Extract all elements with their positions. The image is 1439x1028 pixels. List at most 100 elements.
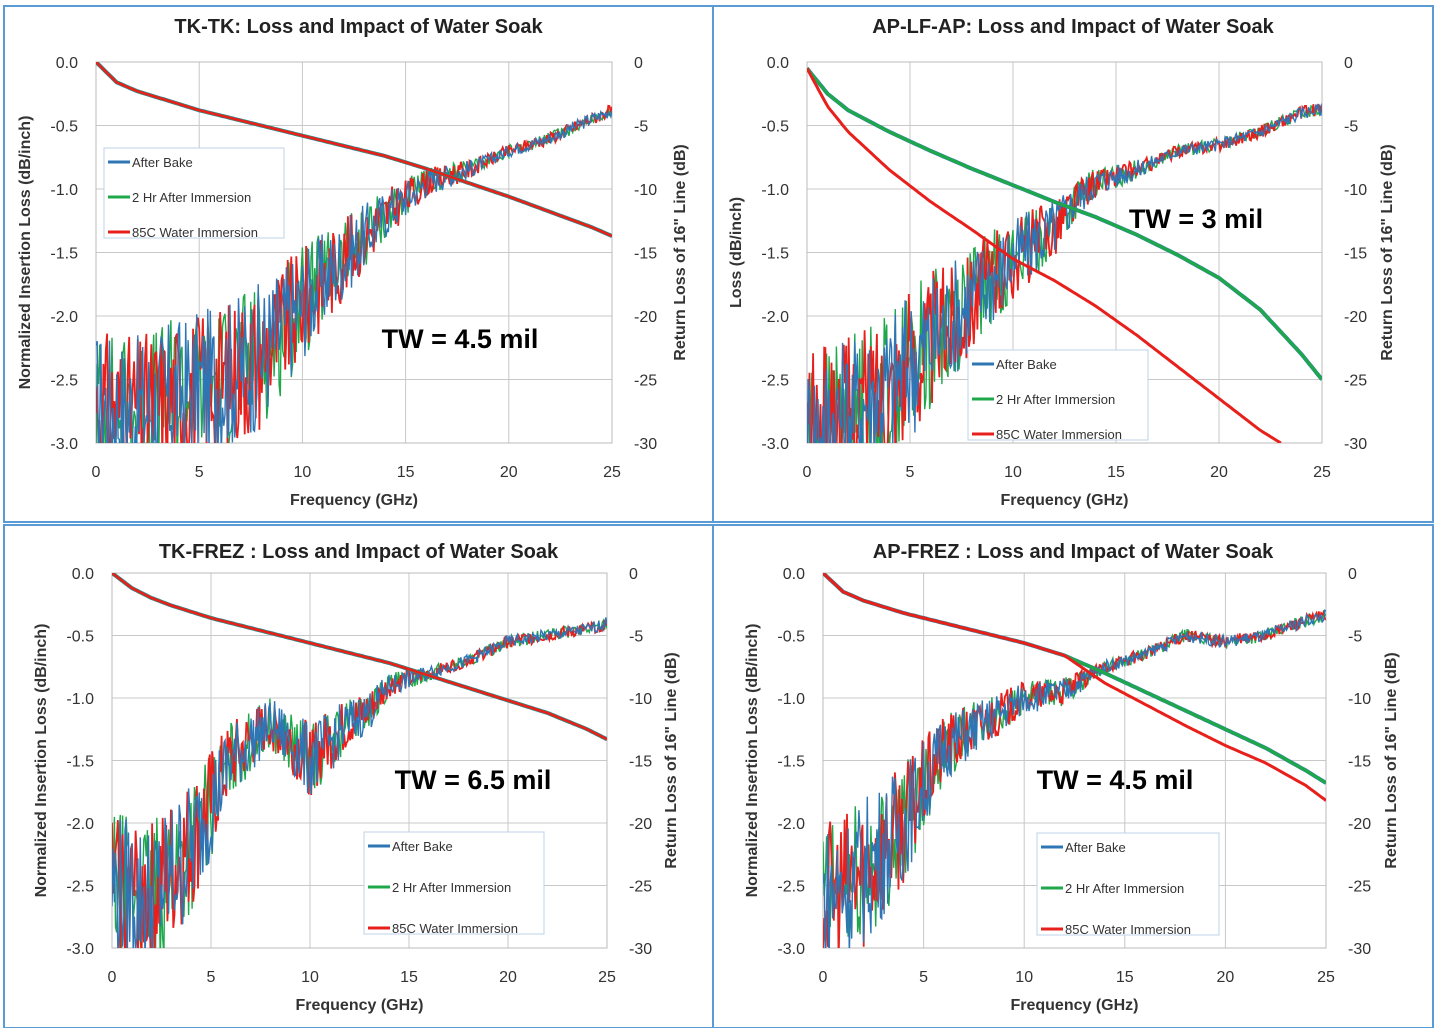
insertion-loss-line xyxy=(96,62,612,238)
legend-entry: After Bake xyxy=(996,357,1057,372)
x-tick-label: 15 xyxy=(397,464,415,481)
plot-area xyxy=(111,572,608,949)
return-loss-line xyxy=(823,609,1326,948)
insertion-loss-line xyxy=(823,573,1326,785)
y2-tick-label: 0 xyxy=(629,566,638,583)
y-tick-label: 0.0 xyxy=(56,55,78,72)
x-tick-label: 10 xyxy=(1015,969,1033,986)
y2-axis-label: Return Loss of 16" Line (dB) xyxy=(663,652,680,868)
y2-tick-label: -20 xyxy=(1348,816,1371,833)
y2-tick-label: -10 xyxy=(634,182,657,199)
x-tick-label: 10 xyxy=(294,464,312,481)
legend-entry: 85C Water Immersion xyxy=(392,921,518,936)
legend-entry: After Bake xyxy=(132,155,193,170)
y-tick-label: -3.0 xyxy=(761,436,789,453)
y-tick-label: -1.5 xyxy=(50,246,78,263)
legend-box xyxy=(363,831,545,935)
y-tick-label: -1.0 xyxy=(66,691,94,708)
y-tick-label: -0.5 xyxy=(761,119,789,136)
chart-panel-1: 0 5 10 15 20 25 0.0 0 -0.5 -5 -1.0 -10 -1.5 -15 -2.0 -2… xyxy=(712,5,1434,523)
x-tick-label: 20 xyxy=(500,464,518,481)
x-axis-label: Frequency (GHz) xyxy=(1000,492,1128,509)
y2-tick-label: -5 xyxy=(1344,119,1358,136)
y2-tick-label: -20 xyxy=(634,309,657,326)
legend-entry: After Bake xyxy=(1065,840,1126,855)
insertion-loss-line xyxy=(807,67,1322,381)
y-tick-label: -3.0 xyxy=(66,941,94,958)
y-tick-label: -1.5 xyxy=(761,246,789,263)
chart-frame xyxy=(712,5,1434,523)
x-axis-label: Frequency (GHz) xyxy=(295,997,423,1014)
y2-tick-label: -30 xyxy=(1344,436,1367,453)
legend-box xyxy=(103,147,285,239)
x-tick-label: 25 xyxy=(598,969,616,986)
y-tick-label: -1.0 xyxy=(50,182,78,199)
return-loss-line xyxy=(112,619,607,948)
y-tick-label: -2.0 xyxy=(761,309,789,326)
legend-box xyxy=(967,349,1149,441)
chart-panel-0: 0 5 10 15 20 25 0.0 0 -0.5 -5 -1.0 -10 -1.5 -15 -2.0 -2… xyxy=(3,5,714,523)
x-tick-label: 20 xyxy=(1210,464,1228,481)
y2-tick-label: 0 xyxy=(634,55,643,72)
y2-tick-label: -10 xyxy=(1344,182,1367,199)
legend-entry: 2 Hr After Immersion xyxy=(1065,881,1184,896)
legend-entry: After Bake xyxy=(392,839,453,854)
return-loss-line xyxy=(112,617,607,948)
legend-entry: 85C Water Immersion xyxy=(1065,922,1191,937)
x-axis-label: Frequency (GHz) xyxy=(1010,997,1138,1014)
y-tick-label: -0.5 xyxy=(50,119,78,136)
x-tick-label: 5 xyxy=(207,969,216,986)
y-axis-label: Normalized Insertion Loss (dB/inch) xyxy=(17,116,34,390)
y-tick-label: -1.0 xyxy=(777,691,805,708)
x-tick-label: 5 xyxy=(919,969,928,986)
insertion-loss-line xyxy=(807,67,1282,443)
y2-tick-label: -15 xyxy=(1344,246,1367,263)
legend-entry: 2 Hr After Immersion xyxy=(132,190,251,205)
x-tick-label: 10 xyxy=(1004,464,1022,481)
y2-tick-label: -10 xyxy=(1348,691,1371,708)
y2-tick-label: 0 xyxy=(1344,55,1353,72)
y-tick-label: -1.0 xyxy=(761,182,789,199)
x-tick-label: 20 xyxy=(1217,969,1235,986)
y2-tick-label: -15 xyxy=(629,754,652,771)
y2-tick-label: -20 xyxy=(629,816,652,833)
x-tick-label: 5 xyxy=(195,464,204,481)
plot-area xyxy=(806,61,1323,444)
series-lines xyxy=(112,573,607,948)
y2-tick-label: -30 xyxy=(634,436,657,453)
y-tick-label: -2.0 xyxy=(50,309,78,326)
y-tick-label: -3.0 xyxy=(777,941,805,958)
y-tick-label: -1.5 xyxy=(66,754,94,771)
y2-tick-label: -25 xyxy=(629,879,652,896)
chart-panel-2: 0 5 10 15 20 25 0.0 0 -0.5 -5 -1.0 -10 -1.5 -15 -2.0 -2… xyxy=(3,524,714,1028)
x-tick-label: 15 xyxy=(400,969,418,986)
y-axis-label: Normalized Insertion Loss (dB/inch) xyxy=(33,624,50,898)
y-tick-label: -2.5 xyxy=(777,879,805,896)
x-tick-label: 25 xyxy=(603,464,621,481)
y2-tick-label: -10 xyxy=(629,691,652,708)
y2-tick-label: -30 xyxy=(629,941,652,958)
x-tick-label: 0 xyxy=(819,969,828,986)
x-tick-label: 0 xyxy=(108,969,117,986)
y2-tick-label: -15 xyxy=(634,246,657,263)
x-tick-label: 25 xyxy=(1317,969,1335,986)
legend-entry: 2 Hr After Immersion xyxy=(996,392,1115,407)
y2-tick-label: -5 xyxy=(1348,629,1362,646)
x-tick-label: 25 xyxy=(1313,464,1331,481)
y2-tick-label: -25 xyxy=(1344,373,1367,390)
x-tick-label: 10 xyxy=(301,969,319,986)
insertion-loss-line xyxy=(112,573,607,741)
y2-tick-label: -15 xyxy=(1348,754,1371,771)
x-tick-label: 5 xyxy=(906,464,915,481)
chart-title: TK-TK: Loss and Impact of Water Soak xyxy=(174,16,543,38)
series-lines xyxy=(96,62,612,443)
y2-axis-label: Return Loss of 16" Line (dB) xyxy=(1379,144,1396,360)
y-tick-label: 0.0 xyxy=(72,566,94,583)
y2-tick-label: -5 xyxy=(634,119,648,136)
y2-tick-label: -5 xyxy=(629,629,643,646)
x-tick-label: 20 xyxy=(499,969,517,986)
series-lines xyxy=(807,67,1322,443)
x-tick-label: 0 xyxy=(92,464,101,481)
chart-frame xyxy=(712,524,1434,1028)
x-tick-label: 0 xyxy=(803,464,812,481)
